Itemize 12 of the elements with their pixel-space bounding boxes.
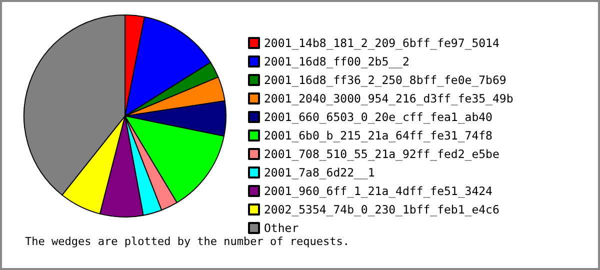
legend-label: 2001_660_6503_0_20e_cff_fea1_ab40: [264, 110, 493, 124]
legend-label: 2001_7a8_6d22__1: [264, 166, 375, 180]
legend-label: 2001_16d8_ff00_2b5__2: [264, 54, 410, 68]
text: The wedges are plotted by the number of requests.: [25, 235, 350, 248]
legend-label: Other: [264, 221, 299, 235]
legend-label: 2001_708_510_55_21a_92ff_fed2_e5be: [264, 147, 500, 161]
legend-label: 2001_6b0_b_215_21a_64ff_fe31_74f8: [264, 128, 493, 142]
legend-label: 2002_5354_74b_0_230_1bff_feb1_e4c6: [264, 202, 500, 216]
legend-label: 2001_16d8_ff36_2_250_8bff_fe0e_7b69: [264, 73, 506, 87]
legend-label: 2001_2040_3000_954_216_d3ff_fe35_49b: [264, 92, 514, 106]
legend-label: 2001_14b8_181_2_209_6bff_fe97_5014: [264, 36, 500, 50]
legend-label: 2001_960_6ff_1_21a_4dff_fe51_3424: [264, 184, 493, 198]
